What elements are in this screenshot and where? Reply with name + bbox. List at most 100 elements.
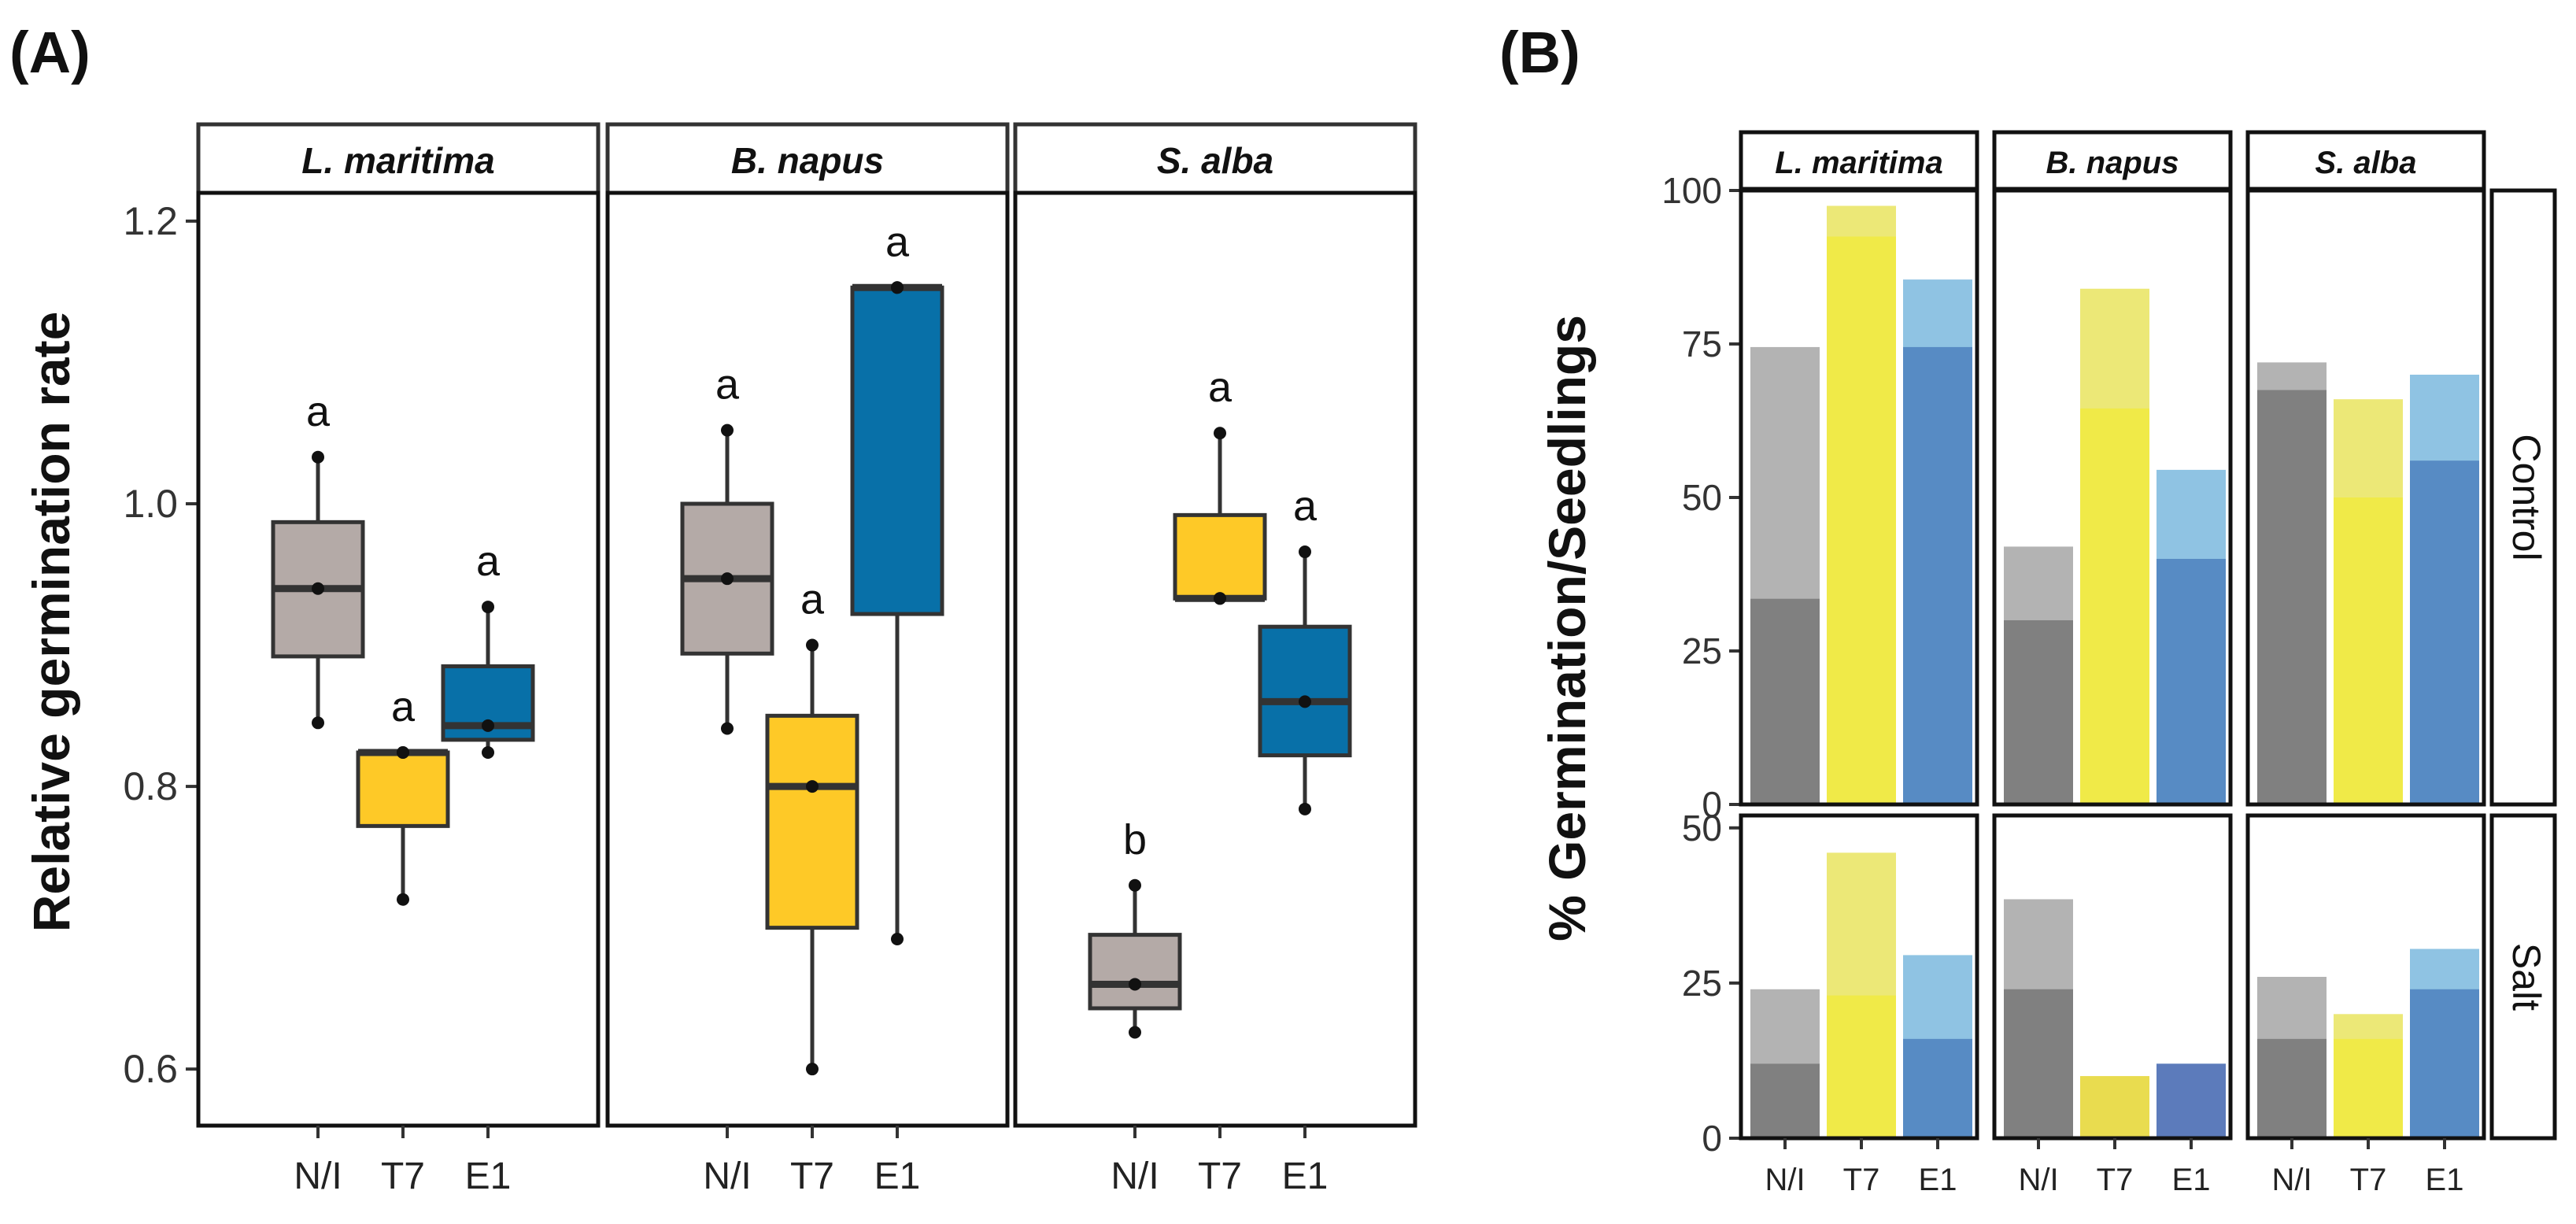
data-point xyxy=(312,450,324,464)
x-tick-label: T7 xyxy=(1198,1156,1242,1197)
data-point xyxy=(312,716,324,730)
data-point xyxy=(1129,878,1141,892)
data-point xyxy=(806,780,819,793)
y-tick-label: 25 xyxy=(1682,963,1722,1004)
x-tick-label: E1 xyxy=(2426,1163,2464,1197)
x-tick-label: N/I xyxy=(294,1156,342,1197)
data-point xyxy=(721,572,734,586)
x-tick-label: E1 xyxy=(874,1156,921,1197)
facet-strip-label: B. napus xyxy=(731,140,884,181)
column-strip-label: L. maritima xyxy=(1775,146,1942,180)
data-point xyxy=(806,638,819,652)
column-strip-label: B. napus xyxy=(2046,146,2179,180)
box-body xyxy=(1173,512,1267,601)
seedling-bar xyxy=(2080,408,2149,804)
facet-strip xyxy=(1013,122,1417,195)
seedling-bar xyxy=(2334,1038,2403,1138)
significance-letter: a xyxy=(885,218,910,265)
x-tick-label: E1 xyxy=(465,1156,512,1197)
box-t7: a T7 xyxy=(1173,364,1267,1197)
facet-b-napus xyxy=(1992,188,2233,807)
significance-letter: a xyxy=(1208,364,1233,411)
row-strip-label: Control xyxy=(2504,434,2548,560)
facet-panel xyxy=(196,190,601,1128)
x-tick-label: N/I xyxy=(703,1156,751,1197)
x-tick-label: E1 xyxy=(1919,1163,1957,1197)
y-tick-label: 50 xyxy=(1682,808,1722,849)
seedling-bar xyxy=(2080,1076,2149,1138)
data-point xyxy=(1129,978,1141,991)
row-salt: 0 25 50 Salt xyxy=(1682,808,2557,1159)
data-point xyxy=(1214,592,1226,605)
data-point xyxy=(482,719,494,732)
box-t7: a T7 xyxy=(765,576,859,1197)
seedling-bar xyxy=(2410,460,2479,804)
panel-a-y-axis-label: Relative germination rate xyxy=(22,312,80,933)
x-tick-label: T7 xyxy=(1843,1163,1880,1197)
data-point xyxy=(1299,802,1311,815)
seedling-bar xyxy=(1827,995,1896,1138)
box-body xyxy=(765,713,859,930)
box-e1: a E1 xyxy=(850,218,944,1197)
y-tick-label: 50 xyxy=(1682,477,1722,518)
seedling-bar xyxy=(2334,497,2403,804)
data-point xyxy=(891,281,904,294)
seedling-bar xyxy=(2004,620,2073,804)
y-tick-label: 1.2 xyxy=(123,199,178,243)
column-strip-label: S. alba xyxy=(2315,146,2417,180)
facet-s-alba: S. alba b N/I a T7 a E1 xyxy=(1013,122,1417,1197)
y-tick-label: 0.8 xyxy=(123,764,178,808)
x-tick-label: T7 xyxy=(790,1156,834,1197)
seedling-bar xyxy=(1750,598,1820,804)
y-tick-label: 75 xyxy=(1682,324,1722,364)
significance-letter: a xyxy=(476,538,501,585)
y-tick-label: 1.0 xyxy=(123,482,178,526)
y-tick-label: 0 xyxy=(1702,1118,1722,1159)
facet-panel xyxy=(1013,190,1417,1128)
data-point xyxy=(1214,427,1226,440)
x-tick-label: E1 xyxy=(1282,1156,1329,1197)
seedling-bar xyxy=(2257,1038,2327,1138)
data-point xyxy=(1299,545,1311,559)
data-point xyxy=(721,423,734,437)
data-point xyxy=(806,1063,819,1076)
panel-b: (B) % Germination/Seedlings 0 25 50 75 100 Co… xyxy=(1499,20,2557,1197)
x-tick-label: E1 xyxy=(2172,1163,2211,1197)
box-body xyxy=(356,750,450,828)
data-point xyxy=(721,722,734,735)
y-tick-label: 100 xyxy=(1661,170,1722,211)
facet-panel xyxy=(605,190,1010,1128)
significance-letter: a xyxy=(715,361,740,409)
x-tick-label: N/I xyxy=(1111,1156,1159,1197)
box-t7: a T7 xyxy=(356,683,450,1197)
x-tick-label: T7 xyxy=(2350,1163,2387,1197)
panel-a: (A) Relative germination rate 0.6 0.8 1.0 1… xyxy=(9,20,1417,1197)
seedling-bar xyxy=(1903,346,1972,804)
box-body xyxy=(1088,933,1182,1011)
data-point xyxy=(312,582,324,595)
y-tick-label: 0.6 xyxy=(123,1047,178,1091)
seedling-bar xyxy=(1903,1038,1972,1138)
facet-strip-label: S. alba xyxy=(1157,140,1273,181)
facet-panel-border xyxy=(1992,813,2233,1141)
seedling-bar xyxy=(2157,1063,2226,1138)
data-point xyxy=(1299,695,1311,708)
significance-letter: a xyxy=(1293,483,1318,530)
row-strip xyxy=(2489,188,2557,807)
seedling-bar xyxy=(2157,559,2226,804)
column-strip xyxy=(1992,130,2233,191)
x-tick-label: T7 xyxy=(2097,1163,2134,1197)
seedling-bar xyxy=(1750,1063,1820,1138)
facet-b-napus xyxy=(1992,813,2233,1141)
panel-b-label: (B) xyxy=(1499,20,1580,85)
seedling-bar xyxy=(2410,989,2479,1138)
box-body xyxy=(850,285,944,616)
seedling-bar xyxy=(2004,989,2073,1138)
facet-l-maritima: L. maritima a N/I a T7 a E1 xyxy=(196,122,601,1197)
data-point xyxy=(482,746,494,759)
x-tick-label: N/I xyxy=(2271,1163,2312,1197)
panel-b-y-axis-label: % Germination/Seedlings xyxy=(1538,315,1596,941)
facet-s-alba xyxy=(2245,813,2486,1141)
